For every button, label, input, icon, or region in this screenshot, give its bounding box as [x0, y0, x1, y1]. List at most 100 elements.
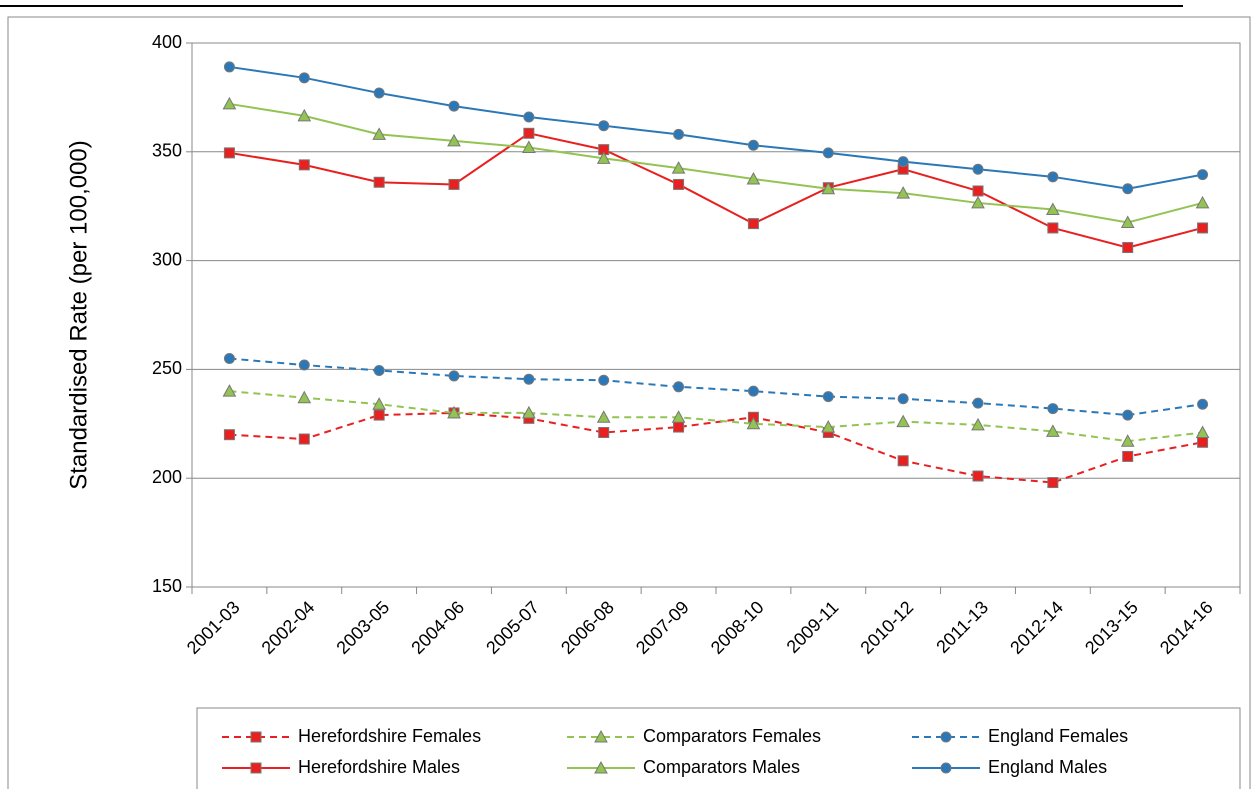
marker [373, 409, 385, 421]
series-line [229, 357, 1203, 417]
marker [821, 181, 836, 195]
marker [598, 427, 610, 439]
y-tick-label: 400 [152, 32, 182, 52]
marker [596, 151, 611, 164]
x-tick-label: 2010-12 [856, 597, 917, 658]
x-tick-label: 2003-05 [332, 597, 393, 658]
marker [523, 373, 535, 385]
chart-border [7, 16, 1251, 794]
marker [822, 147, 834, 159]
x-tick-label: 2014-16 [1156, 597, 1217, 658]
marker [671, 410, 686, 423]
marker [972, 397, 984, 409]
x-tick-label: 2002-04 [258, 597, 319, 658]
y-axis-label: Standardised Rate (per 100,000) [65, 140, 92, 490]
series-line [229, 65, 1203, 190]
y-tick-label: 300 [152, 249, 182, 269]
x-tick-label: 2012-14 [1006, 597, 1067, 658]
marker [746, 171, 761, 185]
marker [522, 140, 536, 153]
marker [594, 729, 608, 743]
marker [971, 195, 985, 209]
marker [821, 420, 836, 433]
marker [448, 100, 460, 112]
marker [1197, 222, 1209, 234]
marker [447, 405, 461, 419]
marker [1195, 425, 1210, 439]
marker [671, 161, 686, 174]
marker [897, 455, 909, 467]
x-tick-label: 2008-10 [707, 597, 768, 658]
marker [223, 353, 235, 365]
marker [747, 139, 759, 151]
x-tick-label: 2004-06 [407, 597, 468, 658]
marker [373, 176, 385, 188]
series-line [229, 132, 1203, 249]
marker [673, 128, 685, 140]
marker [972, 163, 984, 175]
marker [372, 127, 386, 140]
legend-label: Comparators Females [643, 726, 821, 746]
marker [523, 111, 535, 123]
marker [250, 762, 262, 774]
y-tick-label: 250 [152, 358, 182, 378]
marker [1046, 202, 1060, 215]
marker [222, 96, 237, 110]
marker [746, 416, 761, 430]
marker [448, 370, 460, 382]
marker [896, 414, 910, 428]
legend-label: England Females [988, 726, 1128, 746]
marker [448, 178, 460, 190]
marker [1047, 477, 1059, 489]
marker [522, 405, 536, 419]
marker [971, 417, 985, 431]
legend-label: Herefordshire Males [298, 757, 460, 777]
x-tick-label: 2013-15 [1081, 597, 1142, 658]
marker [223, 429, 235, 441]
marker [940, 731, 952, 743]
x-tick-label: 2001-03 [183, 597, 244, 658]
x-tick-label: 2005-07 [482, 597, 543, 658]
marker [598, 120, 610, 132]
marker [1046, 424, 1060, 437]
marker [972, 185, 984, 197]
marker [373, 87, 385, 99]
plot-border [191, 42, 1241, 588]
legend-box [196, 707, 1241, 794]
marker [298, 72, 310, 84]
marker [523, 127, 535, 139]
marker [223, 147, 235, 159]
y-tick-label: 350 [152, 141, 182, 161]
marker [673, 381, 685, 393]
marker [1122, 242, 1134, 254]
marker [1047, 171, 1059, 183]
marker [972, 470, 984, 482]
x-tick-label: 2006-08 [557, 597, 618, 658]
marker [447, 133, 461, 147]
marker [1195, 195, 1210, 209]
marker [897, 156, 909, 168]
x-tick-label: 2011-13 [932, 597, 992, 657]
marker [594, 760, 608, 774]
marker [598, 374, 610, 386]
marker [596, 410, 611, 423]
marker [940, 762, 952, 774]
marker [298, 433, 310, 445]
y-tick-label: 150 [152, 576, 182, 596]
marker [298, 159, 310, 171]
marker [297, 390, 312, 404]
marker [1120, 434, 1135, 447]
marker [373, 364, 385, 376]
marker [1047, 403, 1059, 415]
marker [372, 397, 386, 410]
series-line [229, 411, 1203, 484]
series-line [229, 102, 1203, 224]
y-tick-label: 200 [152, 467, 182, 487]
marker [250, 731, 262, 743]
legend-label: Herefordshire Females [298, 726, 481, 746]
marker [897, 393, 909, 405]
x-tick-label: 2007-09 [632, 597, 693, 658]
marker [673, 178, 685, 190]
